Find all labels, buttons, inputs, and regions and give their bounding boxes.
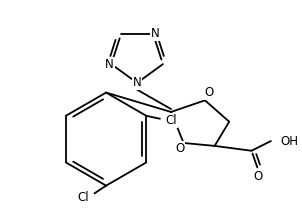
Text: N: N	[105, 58, 114, 71]
Text: N: N	[133, 76, 141, 89]
Text: OH: OH	[281, 135, 299, 148]
Text: Cl: Cl	[166, 114, 177, 127]
Text: O: O	[254, 170, 263, 183]
Text: Cl: Cl	[77, 191, 88, 204]
Text: O: O	[175, 142, 185, 155]
Text: O: O	[204, 86, 214, 99]
Text: N: N	[151, 27, 159, 40]
